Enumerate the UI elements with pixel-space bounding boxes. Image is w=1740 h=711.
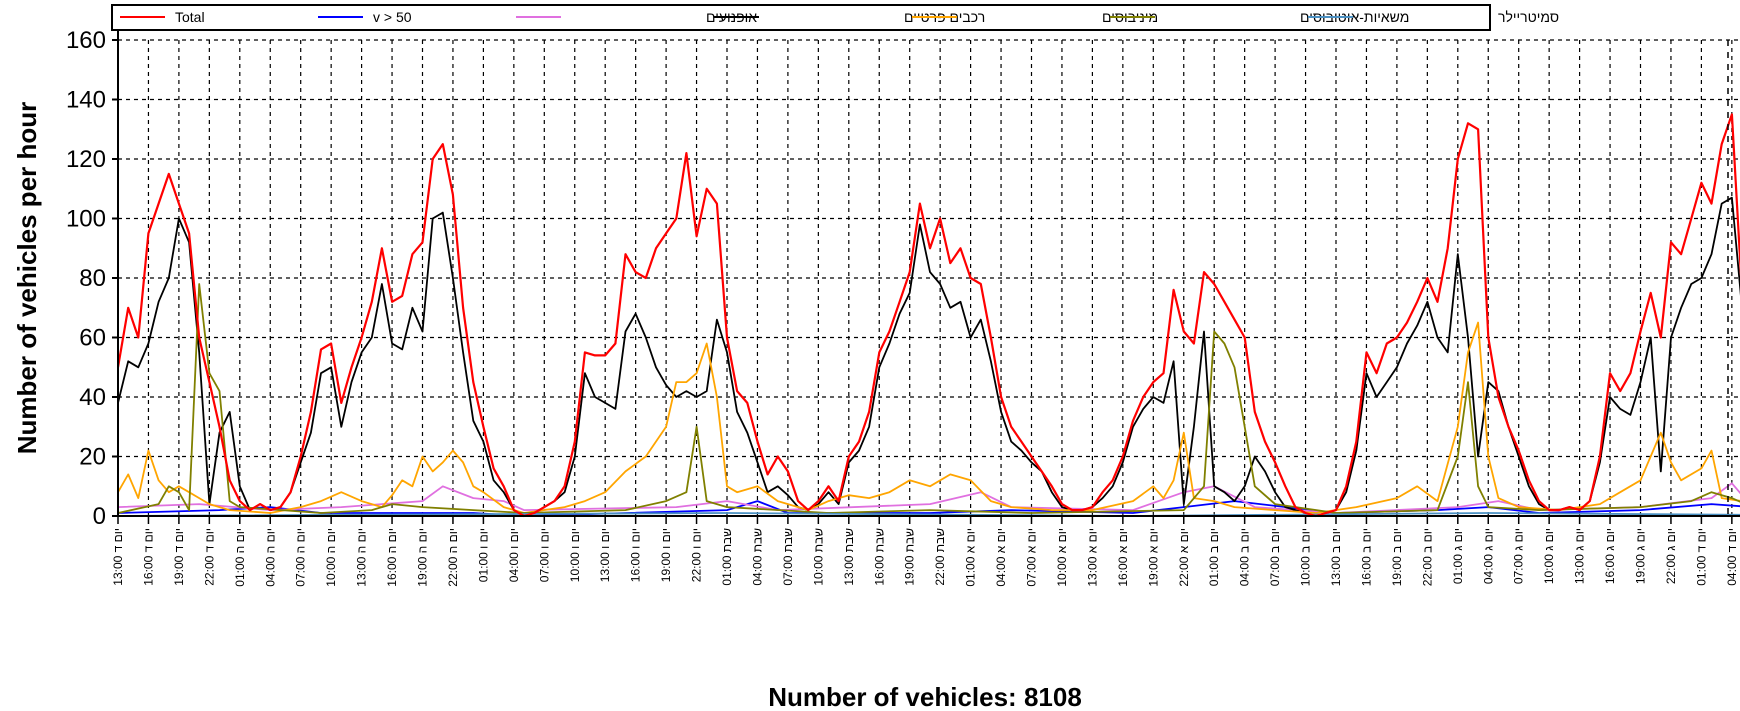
x-tick-label-25: 16:00 שבת bbox=[872, 528, 886, 586]
y-tick-label-8: 160 bbox=[66, 27, 106, 54]
x-tick-label-21: 04:00 שבת bbox=[750, 528, 764, 586]
x-tick-label-43: 22:00 יום ב bbox=[1420, 528, 1434, 586]
x-tick-label-10: 19:00 יום ה bbox=[416, 528, 430, 587]
series-line-5 bbox=[117, 283, 1740, 514]
x-tick-label-30: 07:00 יום א bbox=[1025, 528, 1039, 587]
x-tick-label-14: 07:00 יום ו bbox=[537, 528, 551, 582]
x-axis-title: Number of vehicles: 8108 bbox=[768, 682, 1082, 711]
series-line-3 bbox=[117, 196, 1740, 517]
x-tick-label-46: 07:00 יום ג bbox=[1512, 528, 1526, 584]
y-tick-label-4: 80 bbox=[79, 265, 106, 292]
x-tick-label-35: 22:00 יום א bbox=[1177, 528, 1191, 587]
x-tick-label-37: 04:00 יום ב bbox=[1238, 528, 1252, 586]
x-tick-label-24: 13:00 שבת bbox=[842, 528, 856, 586]
x-tick-label-15: 10:00 יום ו bbox=[568, 528, 582, 582]
y-tick-label-6: 120 bbox=[66, 146, 106, 173]
x-tick-label-4: 01:00 יום ה bbox=[233, 528, 247, 587]
y-tick-label-3: 60 bbox=[79, 325, 106, 352]
x-tick-label-1: 16:00 יום ד bbox=[141, 528, 155, 586]
x-tick-label-48: 13:00 יום ג bbox=[1573, 528, 1587, 584]
x-tick-label-7: 10:00 יום ה bbox=[324, 528, 338, 587]
x-tick-label-22: 07:00 שבת bbox=[781, 528, 795, 586]
x-tick-label-36: 01:00 יום ב bbox=[1207, 528, 1221, 586]
x-tick-label-38: 07:00 יום ב bbox=[1268, 528, 1282, 586]
x-tick-label-8: 13:00 יום ה bbox=[355, 528, 369, 587]
x-tick-label-32: 13:00 יום א bbox=[1085, 528, 1099, 587]
series-line-0 bbox=[116, 113, 1740, 518]
x-tick-label-44: 01:00 יום ג bbox=[1451, 528, 1465, 584]
x-tick-label-34: 19:00 יום א bbox=[1146, 528, 1160, 587]
x-tick-label-11: 22:00 יום ה bbox=[446, 528, 460, 587]
x-tick-label-53: 04:00 יום ד bbox=[1725, 528, 1739, 586]
x-tick-label-9: 16:00 יום ה bbox=[385, 528, 399, 587]
x-tick-label-52: 01:00 יום ד bbox=[1694, 528, 1708, 586]
x-tick-label-29: 04:00 יום א bbox=[994, 528, 1008, 587]
x-tick-label-28: 01:00 יום א bbox=[964, 528, 978, 587]
legend-label-1: v > 50 bbox=[373, 9, 412, 25]
y-tick-label-5: 100 bbox=[66, 206, 106, 233]
chart-grid bbox=[118, 39, 1740, 517]
x-tick-label-20: 01:00 שבת bbox=[720, 528, 734, 586]
x-tick-label-47: 10:00 יום ג bbox=[1542, 528, 1556, 584]
x-tick-label-13: 04:00 יום ו bbox=[507, 528, 521, 582]
x-tick-label-50: 19:00 יום ג bbox=[1634, 528, 1648, 584]
x-tick-label-33: 16:00 יום א bbox=[1116, 528, 1130, 587]
x-tick-label-5: 04:00 יום ה bbox=[263, 528, 277, 587]
y-tick-label-0: 0 bbox=[93, 503, 106, 530]
x-tick-label-18: 19:00 יום ו bbox=[659, 528, 673, 582]
y-tick-label-1: 20 bbox=[79, 444, 106, 471]
x-tick-label-51: 22:00 יום ג bbox=[1664, 528, 1678, 584]
x-tick-label-12: 01:00 יום ו bbox=[476, 528, 490, 582]
x-tick-label-6: 07:00 יום ה bbox=[294, 528, 308, 587]
x-tick-label-45: 04:00 יום ג bbox=[1481, 528, 1495, 584]
x-tick-label-31: 10:00 יום א bbox=[1055, 528, 1069, 587]
x-tick-label-16: 13:00 יום ו bbox=[598, 528, 612, 582]
x-tick-label-0: 13:00 יום ד bbox=[111, 528, 125, 586]
x-tick-label-19: 22:00 יום ו bbox=[690, 528, 704, 582]
x-tick-label-49: 16:00 יום ג bbox=[1603, 528, 1617, 584]
x-tick-label-41: 16:00 יום ב bbox=[1359, 528, 1373, 586]
x-tick-label-23: 10:00 שבת bbox=[811, 528, 825, 586]
legend-label-6: סמיטריילר bbox=[1498, 9, 1559, 25]
x-tick-label-3: 22:00 יום ד bbox=[202, 528, 216, 586]
x-tick-label-2: 19:00 יום ד bbox=[172, 528, 186, 586]
x-tick-label-27: 22:00 שבת bbox=[933, 528, 947, 586]
x-tick-label-39: 10:00 יום ב bbox=[1299, 528, 1313, 586]
y-tick-label-7: 140 bbox=[66, 87, 106, 114]
legend-label-5: משאיות-אוטובוסים bbox=[1300, 9, 1409, 25]
x-tick-label-40: 13:00 יום ב bbox=[1329, 528, 1343, 586]
chart-axes: 0 20 40 60 80 100 120 140 160 13:00 יום ד 16:00 יו… bbox=[66, 27, 1740, 587]
chart-legend: Total v > 50 אופנועים רכבים פרטיים מיניבוסים… bbox=[111, 4, 1559, 31]
x-tick-label-26: 19:00 שבת bbox=[903, 528, 917, 586]
legend-label-0: Total bbox=[175, 9, 205, 25]
x-tick-label-42: 19:00 יום ב bbox=[1390, 528, 1404, 586]
x-tick-label-17: 16:00 יום ו bbox=[629, 528, 643, 582]
y-tick-label-2: 40 bbox=[79, 384, 106, 411]
y-axis-title: Number of vehicles per hour bbox=[12, 102, 42, 455]
